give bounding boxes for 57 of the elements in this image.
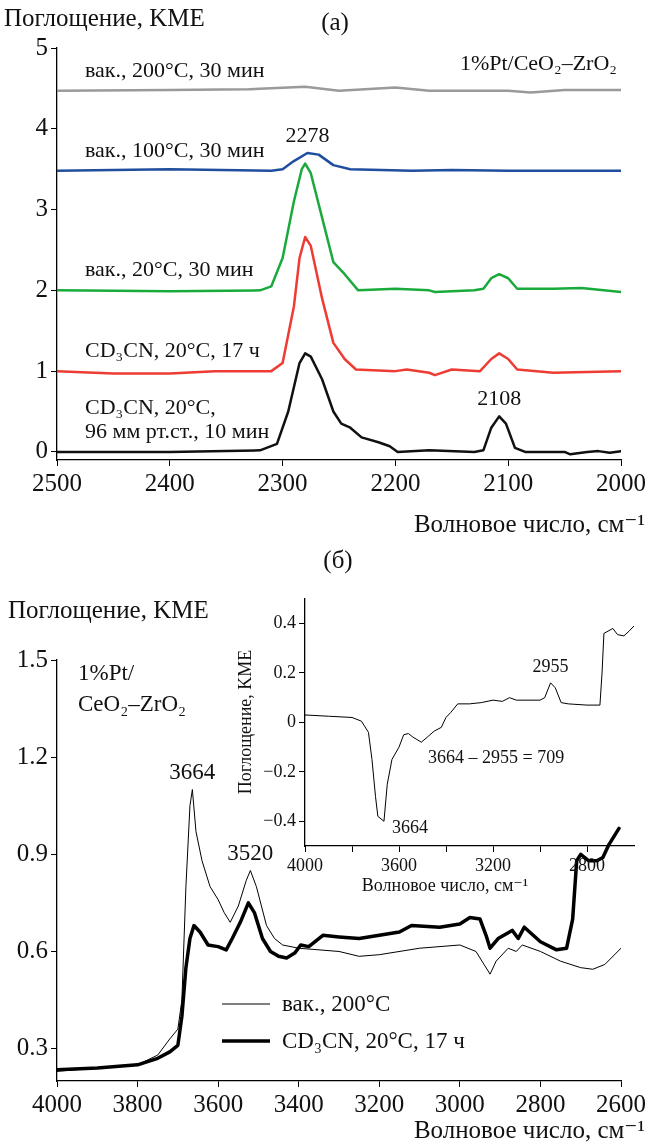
annotation: 2108 <box>477 385 522 411</box>
x-tick-label: 2400 <box>144 468 195 496</box>
y-tick-label: 5 <box>35 32 48 60</box>
x-tick-label: 4000 <box>32 1089 82 1117</box>
series-label: CD₃CN, 20°C, 96 мм рт.ст., 10 мин <box>85 393 270 443</box>
y-tick-label: 0.2 <box>273 661 296 682</box>
chart-title: (a) <box>321 8 349 36</box>
x-tick-label: 4000 <box>287 854 323 875</box>
annotation: 2955 <box>532 655 569 676</box>
x-tick-label: 3000 <box>434 1089 485 1117</box>
y-tick-label: −0.4 <box>263 810 296 831</box>
x-tick-label: 3200 <box>354 1089 405 1117</box>
y-tick-label: 0 <box>287 711 296 732</box>
x-tick-label: 3200 <box>475 854 511 875</box>
annotation: 3664 <box>391 817 428 838</box>
y-tick-label: 4 <box>35 113 49 141</box>
series-label: вак., 200°C, 30 мин <box>85 56 265 82</box>
y-tick-label: 0.4 <box>273 612 296 633</box>
annotation: 2278 <box>285 122 330 148</box>
x-tick-label: 3600 <box>381 854 417 875</box>
legend-label: CD₃CN, 20°C, 17 ч <box>282 1028 466 1053</box>
y-tick-label: 1 <box>35 355 48 383</box>
chart-title: (б) <box>323 546 353 574</box>
annotation: 3664 – 2955 = 709 <box>428 747 565 767</box>
annotation: 3520 <box>227 839 274 865</box>
x-tick-label: 2300 <box>257 468 308 496</box>
x-tick-label: 2200 <box>370 468 421 496</box>
series-label: вак., 100°C, 30 мин <box>85 136 265 162</box>
annotation: 1%Pt/ CeO₂–ZrO₂ <box>78 660 187 717</box>
x-tick-label: 2800 <box>515 1089 566 1117</box>
x-tick-label: 3400 <box>273 1089 324 1117</box>
x-tick-label: 2600 <box>596 1089 646 1117</box>
y-tick-label: 0.3 <box>16 1033 48 1061</box>
y-tick-label: 2 <box>35 274 48 302</box>
x-axis-title: Волновое число, см⁻¹ <box>361 875 529 895</box>
y-tick-label: 1.5 <box>16 644 48 672</box>
y-tick-label: 1.2 <box>16 741 48 769</box>
x-tick-label: 3800 <box>112 1089 163 1117</box>
x-tick-label: 2000 <box>596 468 646 496</box>
annotation: 1%Pt/CeO₂–ZrO₂ <box>459 50 617 75</box>
x-tick-label: 2100 <box>483 468 534 496</box>
y-axis-title: Поглощение, KME <box>8 596 209 623</box>
y-tick-label: 0 <box>35 436 48 464</box>
y-axis-title: Поглощение, KME <box>234 649 255 795</box>
series-label: вак., 20°C, 30 мин <box>85 256 254 282</box>
y-axis-title: Поглощение, KME <box>4 4 205 31</box>
legend-label: вак., 200°C <box>282 991 391 1016</box>
x-tick-label: 2500 <box>32 468 82 496</box>
y-tick-label: 0.6 <box>16 936 48 964</box>
x-axis-title: Волновое число, см⁻¹ <box>413 1116 645 1143</box>
x-axis-title: Волновое число, см⁻¹ <box>413 510 645 537</box>
y-tick-label: 3 <box>35 194 48 222</box>
x-tick-label: 3600 <box>193 1089 244 1117</box>
y-tick-label: 0.9 <box>16 838 48 866</box>
y-tick-label: −0.2 <box>263 760 296 781</box>
series-label: CD₃CN, 20°C, 17 ч <box>85 337 260 363</box>
annotation: 3664 <box>169 758 216 784</box>
